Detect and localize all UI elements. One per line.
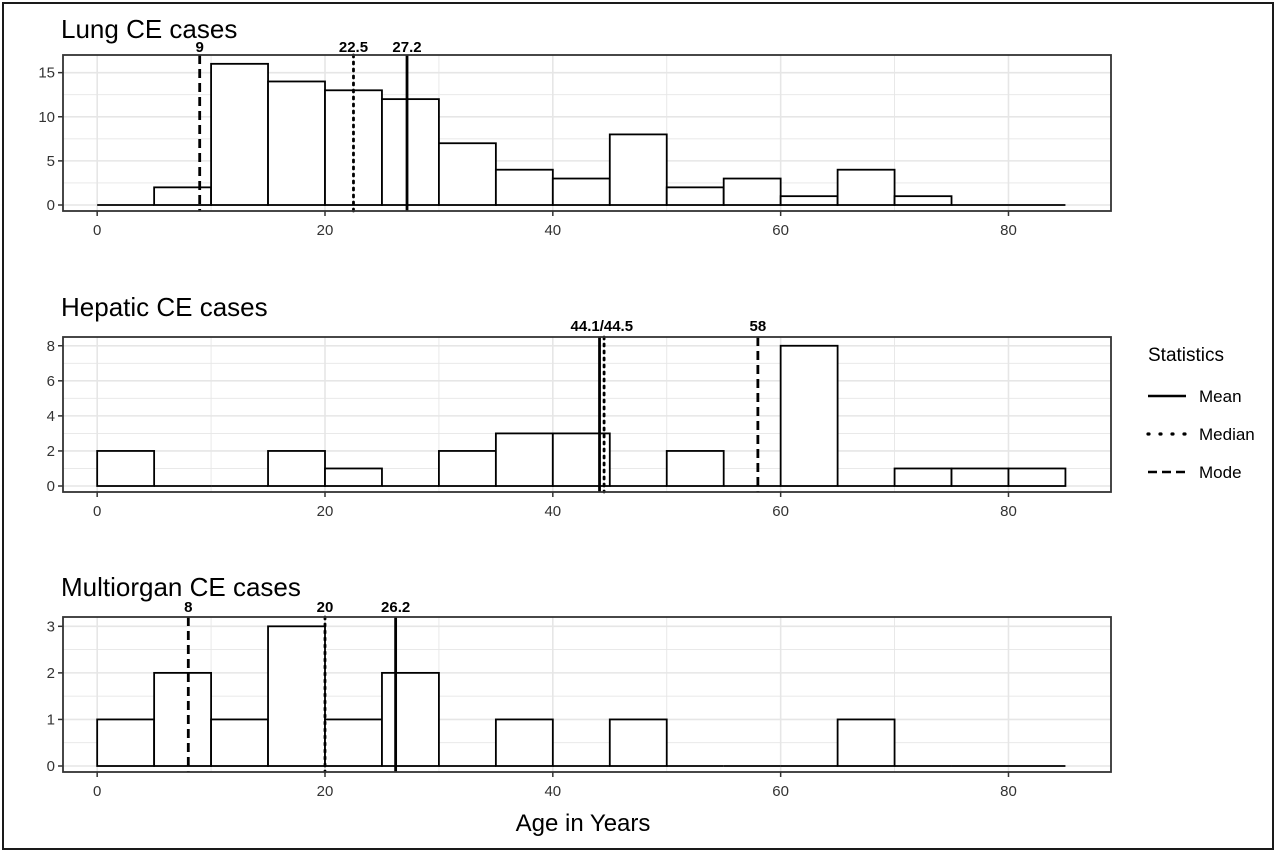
y-tick-label: 4 — [47, 408, 55, 425]
histogram-bar — [494, 432, 554, 487]
histogram-bar — [551, 432, 611, 487]
histogram-bar — [324, 718, 383, 767]
statistic-label: 44.1/44.5 — [571, 318, 634, 335]
histogram-bar — [665, 450, 725, 487]
x-tick-label: 20 — [317, 222, 334, 239]
statistic-label: 8 — [184, 599, 192, 616]
x-tick-label: 0 — [93, 222, 101, 239]
y-tick-label: 1 — [47, 711, 55, 728]
x-tick-label: 20 — [317, 783, 334, 800]
histogram-bar — [381, 98, 440, 206]
panel-title: Hepatic CE cases — [61, 292, 268, 322]
legend-title: Statistics — [1148, 345, 1224, 366]
histogram-bar — [1007, 467, 1067, 487]
x-tick-label: 40 — [544, 222, 561, 239]
bars — [97, 62, 1066, 206]
histogram-bar — [381, 671, 440, 767]
statistic-label: 27.2 — [392, 39, 421, 56]
x-tick-label: 40 — [544, 503, 561, 520]
histogram-bar — [551, 177, 611, 206]
x-tick-label: 80 — [1000, 503, 1017, 520]
x-tick-label: 0 — [93, 783, 101, 800]
legend: Statistics Mean Median Mode — [1146, 345, 1255, 482]
histogram-bar — [836, 718, 896, 767]
x-tick-label: 40 — [544, 783, 561, 800]
statistic-label: 58 — [750, 318, 767, 335]
statistic-lines: 9 22.5 27.2 — [196, 39, 422, 213]
statistic-label: 26.2 — [381, 599, 410, 616]
histogram-bar — [665, 186, 725, 206]
histogram-bar — [722, 177, 782, 206]
histogram-bar — [779, 195, 839, 206]
histogram-bar — [324, 467, 383, 487]
histogram-bar — [210, 62, 269, 206]
y-tick-label: 5 — [47, 153, 55, 170]
x-axis-title: Age in Years — [516, 810, 651, 837]
x-tick-label: 20 — [317, 503, 334, 520]
statistic-label: 9 — [196, 39, 204, 56]
statistic-label: 22.5 — [339, 39, 368, 56]
histogram-bar — [893, 195, 953, 206]
x-tick-label: 60 — [772, 783, 789, 800]
histogram-bar — [494, 168, 554, 206]
histogram-bar — [96, 450, 156, 487]
histogram-bar — [267, 450, 326, 487]
statistic-lines: 44.1/44.5 58 — [571, 318, 767, 494]
y-tick-label: 10 — [38, 109, 55, 126]
panel-border — [62, 54, 1112, 212]
histogram-bar — [96, 718, 156, 767]
panel-border — [62, 616, 1112, 773]
panel-title: Multiorgan CE cases — [61, 572, 301, 602]
y-tick-label: 0 — [47, 758, 55, 775]
histogram-bar — [267, 80, 326, 206]
legend-label: Median — [1199, 425, 1255, 444]
histogram-bar — [836, 168, 896, 206]
histogram-bar — [494, 718, 554, 767]
y-tick-label: 15 — [38, 65, 55, 82]
histogram-bar — [893, 467, 953, 487]
x-tick-label: 80 — [1000, 222, 1017, 239]
bars — [96, 625, 1066, 767]
y-tick-label: 6 — [47, 373, 55, 390]
histogram-bar — [779, 344, 839, 487]
statistic-label: 20 — [317, 599, 334, 616]
histogram-bar — [608, 133, 668, 206]
histogram-bar — [267, 625, 326, 767]
x-tick-label: 80 — [1000, 783, 1017, 800]
panel-title: Lung CE cases — [61, 14, 237, 44]
histogram-bar — [153, 671, 212, 767]
histogram-bar — [438, 450, 497, 487]
panel-border — [62, 336, 1112, 493]
y-tick-label: 0 — [47, 478, 55, 495]
x-tick-label: 0 — [93, 503, 101, 520]
y-tick-label: 2 — [47, 665, 55, 682]
histogram-bar — [210, 718, 269, 767]
histogram-bar — [608, 718, 668, 767]
y-tick-label: 8 — [47, 338, 55, 355]
histogram-bar — [438, 142, 497, 206]
statistic-lines: 8 20 26.2 — [184, 599, 410, 774]
histogram-bar — [153, 186, 212, 206]
legend-label: Mean — [1199, 387, 1242, 406]
y-tick-label: 0 — [47, 197, 55, 214]
y-tick-label: 3 — [47, 618, 55, 635]
legend-label: Mode — [1199, 463, 1242, 482]
histogram-bar — [950, 467, 1010, 487]
x-tick-label: 60 — [772, 222, 789, 239]
x-tick-label: 60 — [772, 503, 789, 520]
y-tick-label: 2 — [47, 443, 55, 460]
